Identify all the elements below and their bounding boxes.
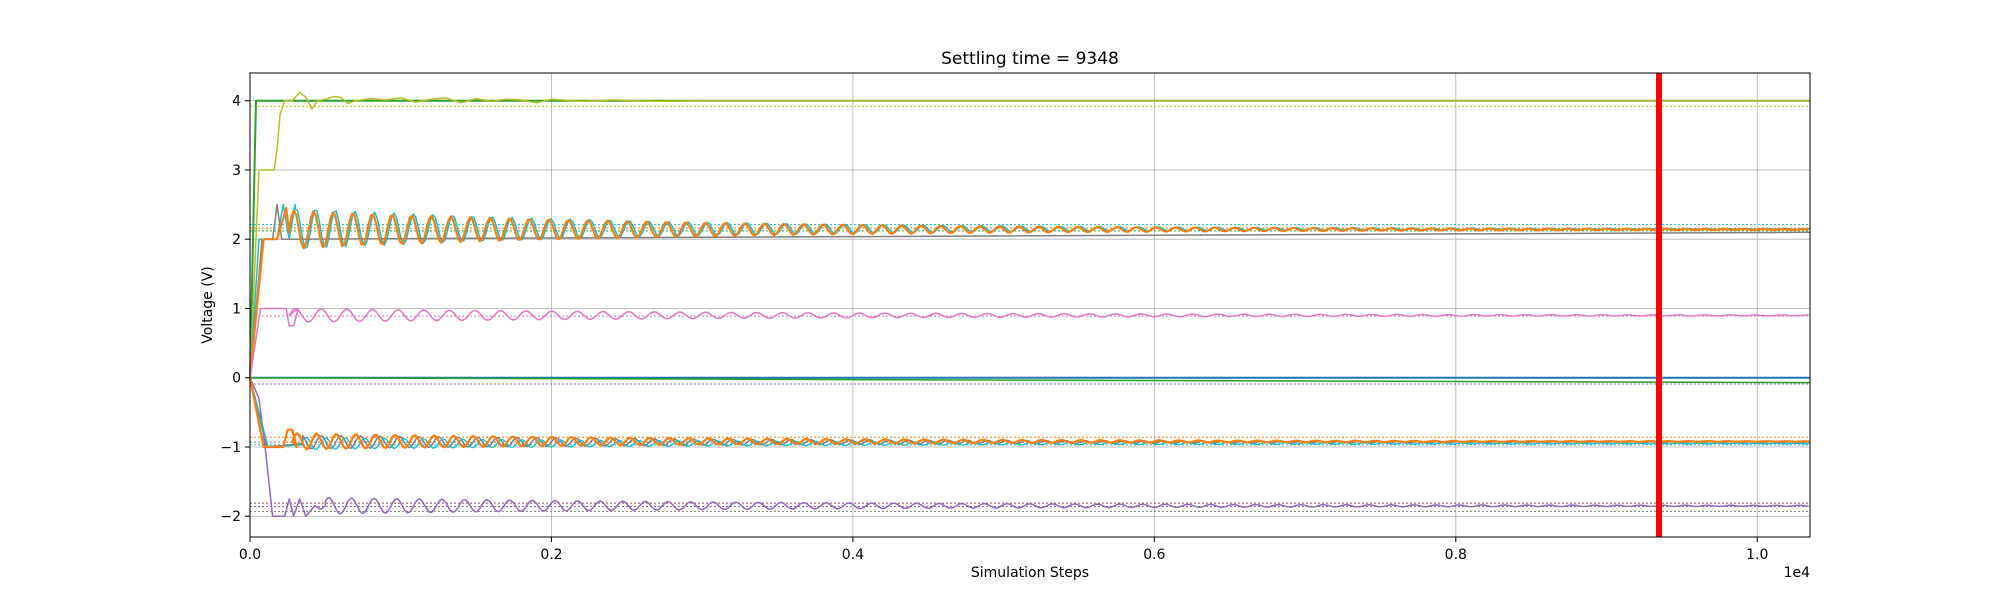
x-tick-label: 0.6	[1143, 547, 1165, 563]
series-line	[249, 376, 1811, 384]
series-line	[249, 91, 1810, 378]
x-tick-label: 1.0	[1746, 547, 1768, 563]
y-axis-ticks: −2 −1 0 1 2 3 4	[220, 94, 250, 525]
chart-title: Settling time = 9348	[941, 49, 1119, 69]
x-tick-label: 0.2	[540, 547, 562, 563]
x-tick-label: 0.8	[1445, 547, 1467, 563]
y-tick-label: 3	[232, 163, 241, 179]
series-line	[249, 307, 1809, 378]
x-axis-ticks: 0.0 0.2 0.4 0.6 0.8 1.0	[239, 537, 1768, 563]
series-line	[248, 206, 1809, 378]
y-tick-label: −2	[220, 509, 241, 525]
y-tick-label: −1	[220, 440, 241, 456]
y-axis-title: Voltage (V)	[200, 266, 216, 343]
y-tick-label: 0	[232, 371, 241, 387]
x-tick-label: 0.0	[239, 547, 261, 563]
y-tick-label: 2	[232, 232, 241, 248]
series-line	[249, 377, 1809, 517]
y-tick-label: 4	[232, 94, 241, 110]
x-axis-title: Simulation Steps	[971, 565, 1089, 581]
data-series	[248, 91, 1811, 517]
series-line	[249, 203, 1810, 378]
x-axis-offset-label: 1e4	[1784, 565, 1811, 581]
x-tick-label: 0.4	[842, 547, 864, 563]
series-line	[248, 377, 1810, 451]
plot-frame	[249, 72, 1811, 538]
y-tick-label: 1	[232, 301, 241, 317]
